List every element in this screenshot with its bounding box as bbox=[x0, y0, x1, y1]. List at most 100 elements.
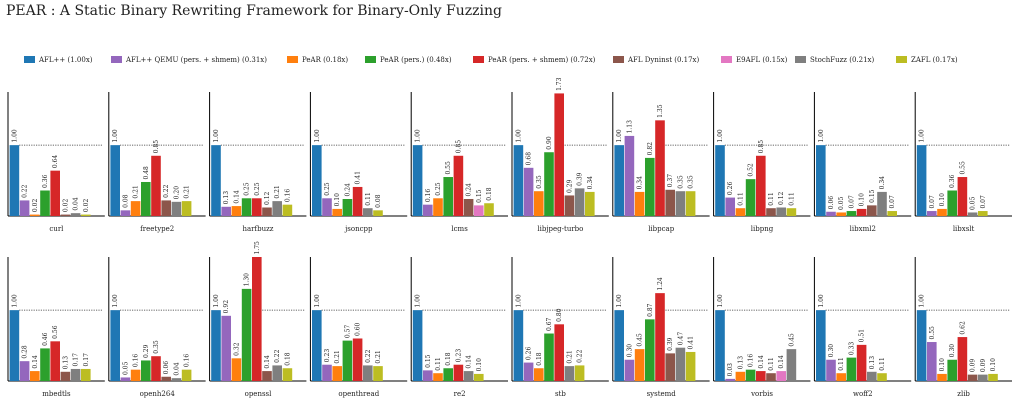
bar-value-label: 0.25 bbox=[324, 182, 331, 196]
bar-value-label: 0.10 bbox=[939, 193, 946, 207]
bar-value-label: 0.10 bbox=[476, 358, 483, 372]
bar bbox=[836, 373, 846, 381]
bar-value-label: 0.14 bbox=[778, 355, 785, 369]
bar bbox=[846, 211, 857, 216]
bar bbox=[161, 200, 171, 216]
bar bbox=[877, 373, 887, 381]
legend-item: StochFuzz (0.21x) bbox=[795, 56, 874, 64]
bar-value-label: 0.07 bbox=[848, 195, 855, 209]
category-label: libpng bbox=[751, 225, 774, 233]
bar-value-label: 0.12 bbox=[778, 191, 785, 205]
bar-value-label: 0.12 bbox=[264, 191, 271, 205]
bar bbox=[634, 191, 645, 216]
bar bbox=[342, 198, 353, 216]
bar bbox=[927, 342, 937, 381]
bar bbox=[60, 371, 71, 381]
bar-value-label: 0.09 bbox=[970, 359, 977, 373]
bar bbox=[81, 214, 91, 216]
bar-value-label: 0.04 bbox=[73, 197, 80, 211]
bar-value-label: 1.24 bbox=[657, 277, 664, 291]
bar bbox=[30, 214, 40, 216]
bar-value-label: 0.11 bbox=[435, 357, 442, 370]
bar-value-label: 0.55 bbox=[959, 161, 966, 175]
bar-value-label: 0.51 bbox=[859, 329, 866, 342]
bar-value-label: 0.14 bbox=[466, 355, 473, 369]
bar-value-label: 0.11 bbox=[768, 192, 775, 205]
bar-value-label: 0.21 bbox=[184, 185, 191, 198]
bar-value-label: 0.05 bbox=[970, 196, 977, 210]
bar-value-label: 0.68 bbox=[526, 152, 533, 166]
bar-value-label: 0.60 bbox=[355, 322, 362, 336]
bar-value-label: 0.35 bbox=[536, 175, 543, 189]
bar bbox=[433, 198, 443, 216]
bar-value-label: 0.18 bbox=[445, 352, 452, 366]
bar bbox=[826, 359, 836, 381]
bar bbox=[19, 200, 30, 216]
bar bbox=[756, 155, 766, 216]
bar-value-label: 0.35 bbox=[677, 175, 684, 189]
category-label: libxslt bbox=[953, 225, 975, 233]
bar-value-label: 0.57 bbox=[344, 325, 351, 339]
panel-openssl: 1.00 0.92 0.32 1.30 1.75 0.14 0.22 0.18 openssl bbox=[209, 241, 307, 398]
bar-value-label: 0.41 bbox=[688, 336, 695, 349]
bar bbox=[40, 348, 50, 381]
bar bbox=[262, 371, 272, 381]
bar-value-label: 1.75 bbox=[254, 241, 261, 255]
bar-value-label: 0.08 bbox=[375, 194, 382, 208]
bar bbox=[181, 369, 192, 381]
bar-value-label: 0.13 bbox=[62, 356, 69, 370]
bar-value-label: 1.00 bbox=[818, 129, 825, 143]
legend-swatch bbox=[24, 56, 35, 63]
bar-value-label: 0.85 bbox=[455, 140, 462, 154]
bar-value-label: 0.10 bbox=[334, 193, 341, 207]
bar-value-label: 0.21 bbox=[334, 350, 341, 363]
bar bbox=[50, 341, 60, 381]
bar bbox=[574, 188, 585, 216]
bar bbox=[262, 207, 272, 216]
bar-value-label: 0.52 bbox=[748, 163, 755, 177]
bar-value-label: 0.35 bbox=[153, 340, 160, 354]
category-label: curl bbox=[49, 225, 64, 233]
bar-value-label: 0.09 bbox=[980, 359, 987, 373]
bar bbox=[453, 155, 464, 216]
bar bbox=[624, 359, 635, 381]
bar bbox=[624, 135, 635, 216]
legend-item: E9AFL (0.15x) bbox=[721, 56, 788, 64]
bar-value-label: 0.16 bbox=[284, 189, 291, 203]
bar-value-label: 0.22 bbox=[577, 349, 584, 363]
bar bbox=[463, 198, 474, 216]
bar-value-label: 0.82 bbox=[647, 142, 654, 156]
category-label: libpcap bbox=[648, 225, 675, 233]
bar-value-label: 1.00 bbox=[515, 294, 522, 308]
bar-value-label: 0.16 bbox=[425, 189, 432, 203]
bar bbox=[655, 293, 665, 381]
bar-value-label: 0.13 bbox=[223, 191, 230, 205]
bar bbox=[675, 191, 686, 216]
bar bbox=[151, 155, 161, 216]
bar-value-label: 0.34 bbox=[637, 176, 644, 190]
bar bbox=[988, 373, 998, 381]
bar bbox=[252, 257, 262, 381]
bar-value-label: 0.22 bbox=[365, 349, 372, 363]
bar-value-label: 0.87 bbox=[647, 303, 654, 317]
bar bbox=[776, 207, 786, 216]
bar-value-label: 0.35 bbox=[688, 175, 695, 189]
bar bbox=[957, 177, 968, 216]
bar-value-label: 1.00 bbox=[616, 294, 623, 308]
bar bbox=[373, 210, 383, 216]
legend-label: PeAR (pers. + shmem) (0.72x) bbox=[488, 56, 596, 64]
bar bbox=[363, 208, 373, 216]
bar-value-label: 0.07 bbox=[929, 195, 936, 209]
bar bbox=[836, 212, 846, 216]
panel-systemd: 1.00 0.30 0.45 0.87 1.24 0.39 0.47 0.41 systemd bbox=[612, 257, 710, 398]
bar bbox=[816, 310, 826, 381]
legend-item: AFL++ (1.00x) bbox=[24, 56, 93, 64]
bar-value-label: 0.85 bbox=[153, 140, 160, 154]
legend-swatch bbox=[111, 56, 122, 63]
bar-value-label: 0.30 bbox=[626, 344, 633, 358]
bar-value-label: 1.00 bbox=[112, 294, 119, 308]
category-label: freetype2 bbox=[140, 225, 174, 233]
bar-value-label: 0.62 bbox=[959, 321, 966, 335]
